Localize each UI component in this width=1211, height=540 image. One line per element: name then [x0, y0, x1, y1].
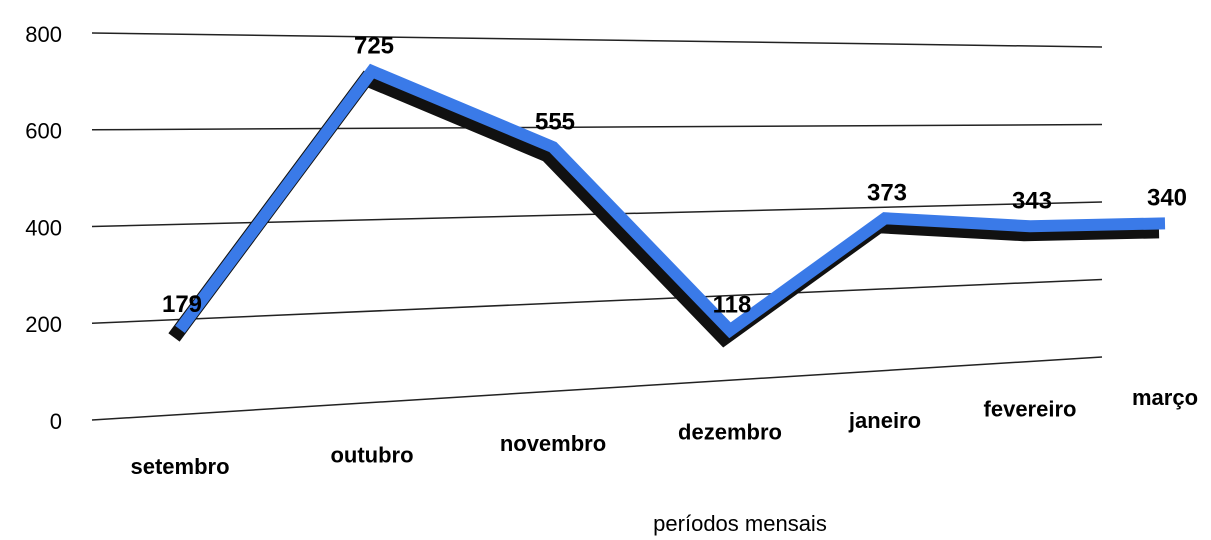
- y-tick-label: 800: [25, 22, 62, 47]
- value-label: 179: [162, 291, 202, 318]
- y-tick-label: 200: [25, 312, 62, 337]
- x-axis-title: períodos mensais: [653, 511, 827, 536]
- grid-line: [91, 278, 1103, 324]
- grid-line: [91, 32, 1103, 48]
- x-tick-label: outubro: [330, 442, 413, 467]
- x-tick-label: março: [1132, 385, 1198, 410]
- value-label: 373: [867, 180, 907, 207]
- grid-line: [91, 123, 1103, 131]
- value-label: 340: [1147, 185, 1187, 212]
- y-tick-label: 0: [50, 409, 62, 434]
- x-tick-label: janeiro: [848, 408, 921, 433]
- value-label: 343: [1012, 188, 1052, 215]
- x-tick-label: dezembro: [678, 419, 782, 444]
- grid-line: [91, 356, 1103, 421]
- value-label: 118: [713, 292, 752, 319]
- y-tick-label: 400: [25, 215, 62, 240]
- x-tick-label: fevereiro: [984, 396, 1077, 421]
- y-tick-label: 600: [25, 119, 62, 144]
- line: [175, 63, 1166, 339]
- x-tick-label: novembro: [500, 431, 606, 456]
- value-label: 725: [354, 33, 394, 60]
- value-label: 555: [535, 108, 575, 135]
- x-tick-label: setembro: [130, 454, 229, 479]
